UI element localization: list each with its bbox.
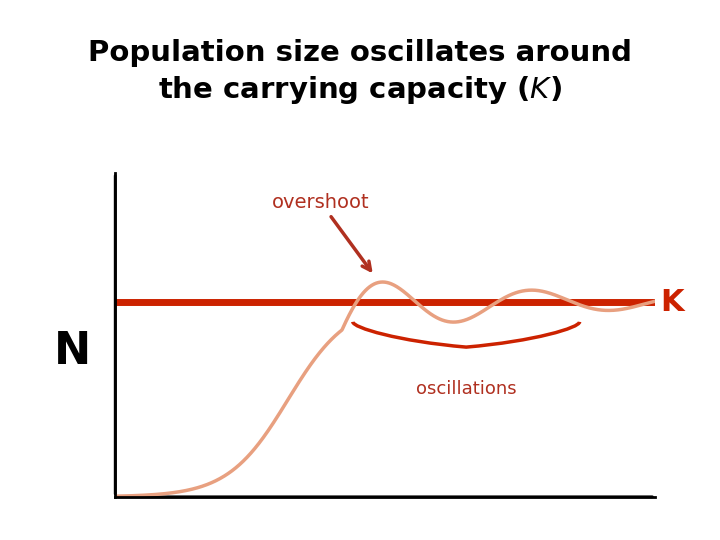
Text: overshoot: overshoot (271, 193, 371, 271)
Text: N: N (53, 329, 91, 373)
Text: K: K (661, 288, 684, 317)
Text: Population size oscillates around
the carrying capacity ($\it{K}$): Population size oscillates around the ca… (88, 39, 632, 106)
Text: oscillations: oscillations (416, 380, 516, 398)
